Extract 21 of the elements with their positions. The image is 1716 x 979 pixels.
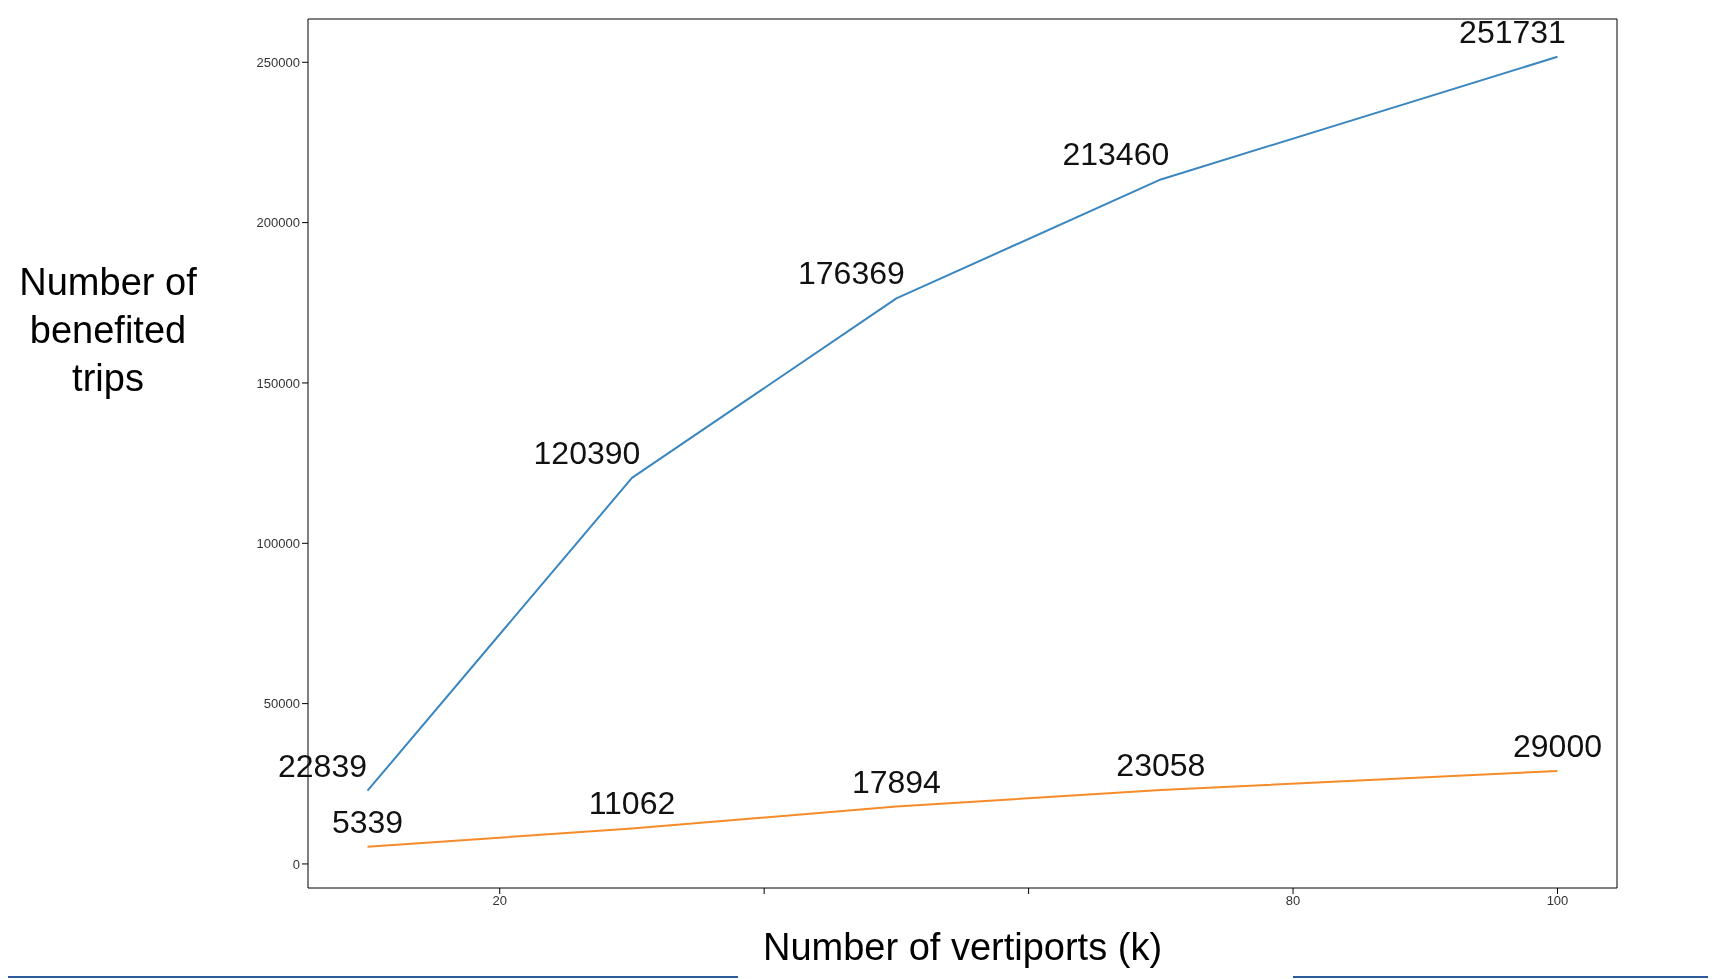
y-tick-label: 100000 [256,535,300,551]
data-label: 176369 [798,255,905,292]
y-tick-label: 50000 [263,696,300,712]
data-label: 22839 [278,747,367,784]
y-tick-label: 250000 [256,54,300,70]
data-label: 120390 [533,434,641,471]
data-label: 251731 [1459,13,1566,50]
data-label: 5339 [331,803,404,840]
x-tick-label: 20 [492,893,507,909]
y-tick-label: 150000 [256,375,300,391]
x-tick-label: 100 [1546,893,1569,909]
y-tick-label: 200000 [256,215,300,231]
x-axis-title: Number of vertiports (k) [762,926,1163,968]
data-label: 29000 [1513,727,1602,764]
y-tick-label: 0 [292,856,300,872]
data-label: 213460 [1062,136,1170,173]
x-tick-label: 80 [1285,893,1301,909]
data-label: 23058 [1116,747,1206,784]
data-label: 17894 [851,763,941,800]
y-axis-title: Number of benefited trips [18,260,198,401]
data-label: 11062 [588,785,676,822]
